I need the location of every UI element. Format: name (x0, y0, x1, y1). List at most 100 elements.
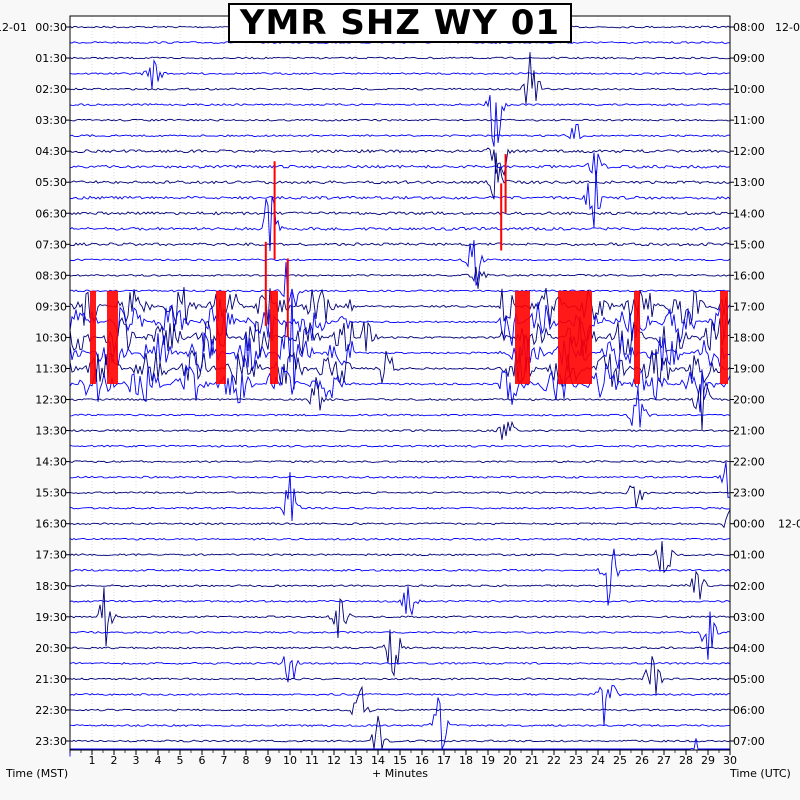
left-tick-label: 09:30 (35, 300, 67, 313)
left-tick-label: 11:30 (35, 362, 67, 375)
left-tick-label: 00:30 (35, 21, 67, 34)
right-tick-label: 21:00 (733, 425, 765, 438)
trace-row (69, 262, 731, 307)
right-tick-label: 15:00 (733, 238, 765, 251)
clipped-burst (107, 290, 118, 384)
trace-row (69, 95, 730, 147)
clipped-burst (216, 290, 226, 384)
x-tick-label: 16 (415, 754, 429, 767)
date-right: 12-0 (775, 21, 800, 34)
trace-row (69, 570, 731, 600)
trace-row (69, 387, 731, 428)
x-tick-label: 9 (265, 754, 272, 767)
x-tick-label: 28 (679, 754, 693, 767)
left-axis: 00:30 01:30 02:30 03:30 04:30 05:30 06:30 07:30… (35, 21, 70, 748)
left-tick-label: 05:30 (35, 176, 67, 189)
x-axis-label: + Minutes (372, 767, 428, 780)
x-tick-label: 18 (459, 754, 473, 767)
left-tick-label: 15:30 (35, 487, 67, 500)
trace-row (69, 123, 731, 140)
left-tick-label: 13:30 (35, 425, 67, 438)
right-tick-label: 02:00 (733, 580, 765, 593)
right-tick-label: 06:00 (733, 704, 765, 717)
traces (69, 25, 731, 757)
left-tick-label: 06:30 (35, 207, 67, 220)
x-tick-label: 1 (89, 754, 96, 767)
left-tick-label: 08:30 (35, 269, 67, 282)
trace-row (69, 266, 731, 289)
trace-row (69, 685, 731, 716)
x-tick-label: 19 (481, 754, 495, 767)
right-tick-label: 23:00 (733, 487, 765, 500)
trace-row (69, 611, 731, 660)
trace-row (69, 211, 730, 216)
chart-title: YMR SHZ WY 01 (239, 3, 561, 43)
left-tick-label: 12:30 (35, 394, 67, 407)
x-tick-label: 8 (243, 754, 250, 767)
right-tick-label: 20:00 (733, 394, 765, 407)
trace-row (69, 349, 731, 387)
left-tick-label: 23:30 (35, 735, 67, 748)
x-tick-label: 23 (569, 754, 583, 767)
trace-row (69, 56, 731, 60)
clipped-burst (558, 290, 592, 384)
left-tick-label: 21:30 (35, 673, 67, 686)
x-tick-label: 15 (393, 754, 407, 767)
x-tick-label: 10 (283, 754, 297, 767)
trace-row (69, 420, 731, 440)
right-tick-label: 05:00 (733, 673, 765, 686)
left-tick-label: 16:30 (35, 518, 67, 531)
x-tick-label: 22 (547, 754, 561, 767)
x-tick-label: 20 (503, 754, 517, 767)
clipped-burst (720, 290, 728, 384)
trace-row (69, 59, 730, 90)
y-label-right: Time (UTC) (729, 767, 791, 780)
x-axis: 1 2 3 4 5 6 7 8 9 10 11 12 13 14 15 16 17 18 19 20 21 22 23 24 2… (69, 750, 737, 767)
trace-row (69, 444, 731, 448)
left-tick-label: 04:30 (35, 145, 67, 158)
trace-row (69, 242, 731, 247)
trace-row (69, 738, 730, 757)
x-tick-label: 26 (635, 754, 649, 767)
trace-row (69, 586, 731, 615)
right-tick-label: 03:00 (733, 611, 765, 624)
x-tick-label: 24 (591, 754, 605, 767)
trace-row (69, 301, 731, 346)
right-tick-label: 04:00 (733, 642, 765, 655)
trace-row (69, 548, 731, 606)
trace-row (69, 541, 731, 574)
right-tick-label: 10:00 (733, 83, 765, 96)
clipped-burst (515, 290, 530, 384)
chart-title-box: YMR SHZ WY 01 (228, 3, 572, 43)
trace-row (69, 685, 731, 726)
trace-row (69, 485, 731, 508)
x-tick-label: 13 (349, 754, 363, 767)
x-tick-label: 25 (613, 754, 627, 767)
right-tick-label: 16:00 (733, 269, 765, 282)
trace-row (69, 287, 731, 327)
right-tick-label: 17:00 (733, 300, 765, 313)
x-tick-label: 6 (199, 754, 206, 767)
right-tick-label: 00:00 (733, 518, 765, 531)
x-tick-label: 30 (723, 754, 737, 767)
left-tick-label: 02:30 (35, 83, 67, 96)
right-tick-label: 09:00 (733, 52, 765, 65)
left-tick-label: 17:30 (35, 549, 67, 562)
trace-row (69, 460, 731, 464)
left-tick-label: 01:30 (35, 52, 67, 65)
x-tick-label: 14 (371, 754, 385, 767)
x-tick-label: 17 (437, 754, 451, 767)
trace-row (69, 461, 731, 499)
right-tick-label: 13:00 (733, 176, 765, 189)
x-tick-label: 2 (111, 754, 118, 767)
x-tick-label: 11 (305, 754, 319, 767)
right-tick-label: 01:00 (733, 549, 765, 562)
left-tick-label: 10:30 (35, 331, 67, 344)
right-tick-label: 18:00 (733, 331, 765, 344)
trace-row (69, 697, 731, 750)
right-tick-label: 11:00 (733, 114, 765, 127)
right-tick-label: 12:00 (733, 145, 765, 158)
trace-row (69, 316, 731, 358)
trace-row (69, 537, 731, 541)
